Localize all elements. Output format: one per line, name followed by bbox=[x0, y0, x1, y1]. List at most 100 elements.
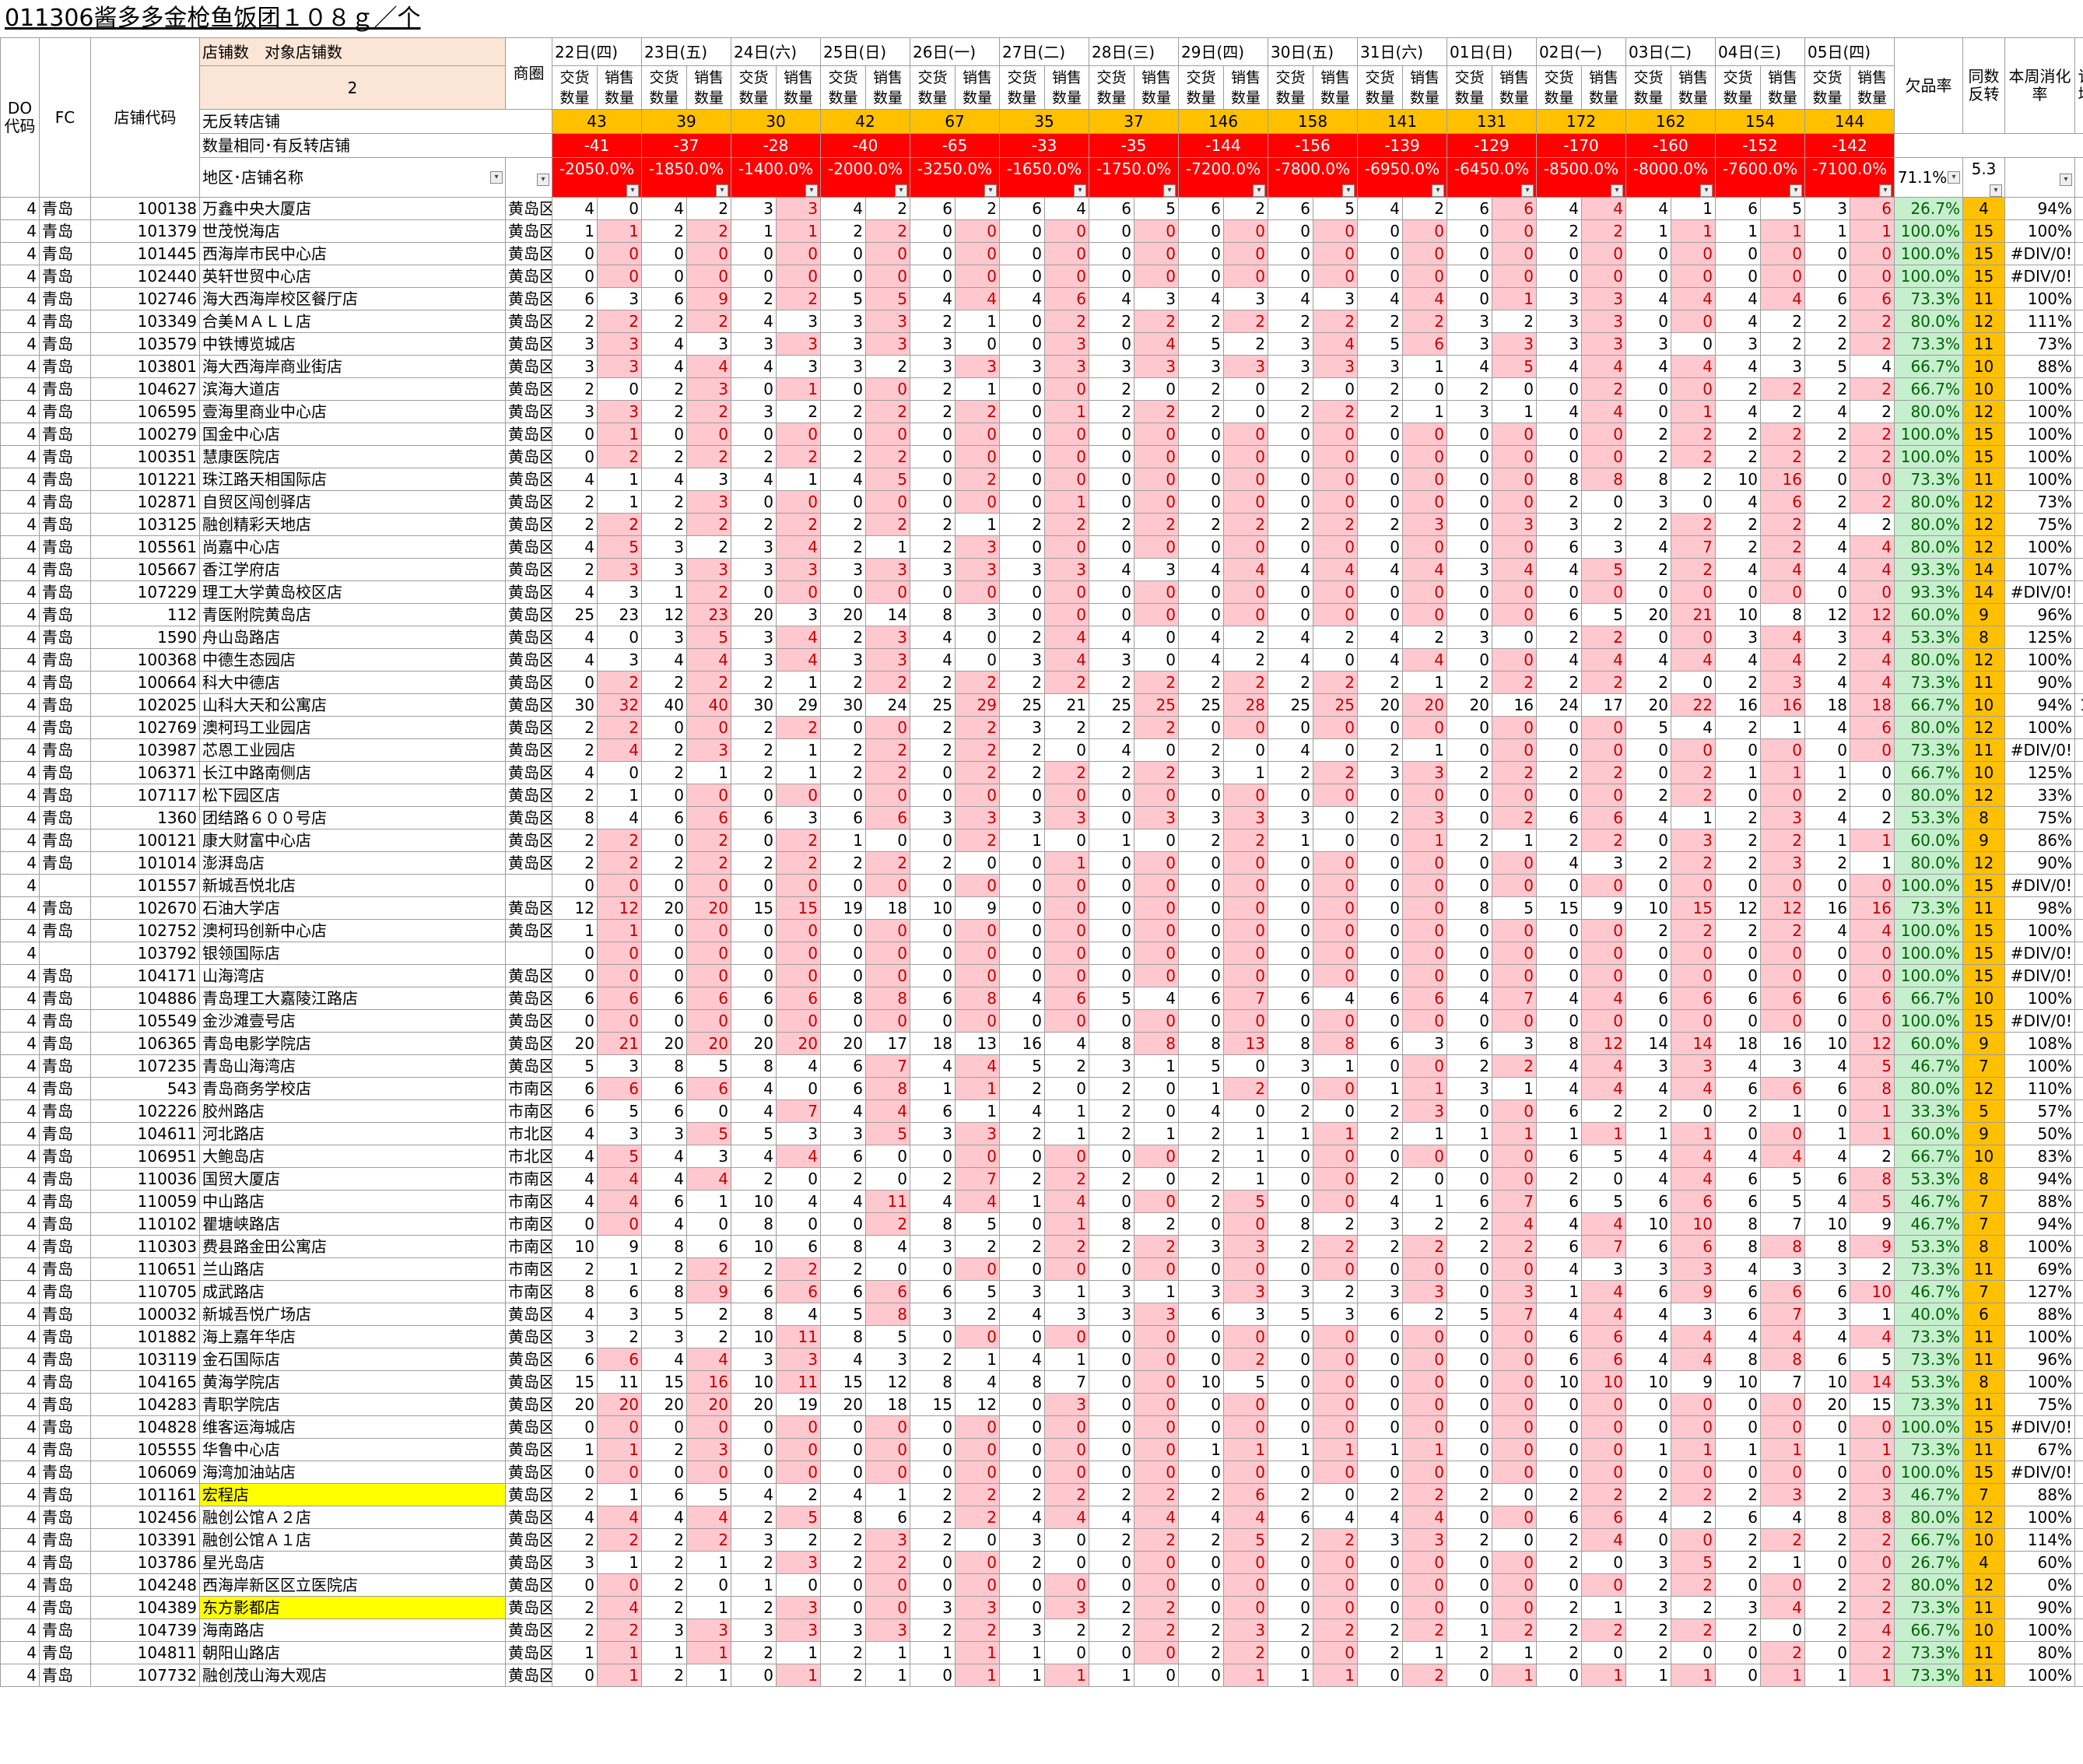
sales-qty-cell[interactable]: 0 bbox=[1134, 919, 1179, 942]
delivery-qty-cell[interactable]: 0 bbox=[1089, 1641, 1134, 1664]
shortage-rate-cell[interactable]: 46.7% bbox=[1894, 1054, 1963, 1078]
do-code-cell[interactable]: 4 bbox=[0, 197, 40, 220]
sales-qty-cell[interactable]: 2 bbox=[1223, 648, 1268, 672]
delivery-qty-cell[interactable]: 0 bbox=[1268, 1009, 1313, 1033]
sales-qty-cell[interactable]: 0 bbox=[1402, 1348, 1447, 1371]
delivery-qty-cell[interactable]: 2 bbox=[1804, 1618, 1850, 1642]
delivery-qty-cell[interactable]: 2 bbox=[999, 1167, 1045, 1191]
store-name-cell[interactable]: 中铁博览城店 bbox=[199, 332, 506, 356]
sales-qty-cell[interactable]: 0 bbox=[686, 942, 731, 965]
delivery-qty-cell[interactable]: 0 bbox=[1715, 1573, 1761, 1597]
sales-qty-cell[interactable]: 6 bbox=[597, 987, 642, 1010]
sales-qty-cell[interactable]: 0 bbox=[1760, 874, 1805, 897]
sales-qty-cell[interactable]: 0 bbox=[1134, 1551, 1179, 1574]
sales-qty-cell[interactable]: 6 bbox=[1402, 987, 1447, 1010]
delivery-qty-cell[interactable]: 0 bbox=[1178, 423, 1224, 446]
sales-qty-cell[interactable]: 0 bbox=[865, 1145, 910, 1168]
delivery-qty-cell[interactable]: 0 bbox=[1536, 919, 1582, 942]
delivery-qty-cell[interactable]: 0 bbox=[1447, 851, 1492, 875]
sales-qty-cell[interactable]: 2 bbox=[686, 580, 731, 604]
sales-qty-cell[interactable]: 0 bbox=[1581, 445, 1626, 468]
same-reverse-cell[interactable]: 10 bbox=[1962, 355, 2005, 378]
sales-qty-cell[interactable]: 0 bbox=[1134, 580, 1179, 604]
order-growth-cell[interactable] bbox=[2074, 1664, 2083, 1687]
delivery-qty-cell[interactable]: 2 bbox=[1178, 738, 1224, 762]
delivery-qty-cell[interactable]: 4 bbox=[641, 332, 687, 356]
delivery-qty-cell[interactable]: 4 bbox=[1536, 197, 1582, 220]
delivery-qty-cell[interactable]: 4 bbox=[999, 987, 1045, 1010]
sales-qty-cell[interactable]: 0 bbox=[1313, 219, 1358, 243]
delivery-qty-cell[interactable]: 1 bbox=[552, 1438, 598, 1461]
weekly-rate-cell[interactable]: 100% bbox=[2004, 445, 2075, 468]
sales-qty-cell[interactable]: 2 bbox=[1671, 851, 1716, 875]
sales-qty-cell[interactable]: 0 bbox=[865, 490, 910, 514]
same-reverse-cell[interactable]: 12 bbox=[1962, 535, 2005, 559]
store-name-cell[interactable]: 胶州路店 bbox=[199, 1099, 506, 1123]
order-growth-cell[interactable]: 20 bbox=[2074, 1506, 2083, 1529]
delivery-qty-cell[interactable]: 8 bbox=[820, 1235, 866, 1258]
sales-qty-cell[interactable]: 0 bbox=[1223, 919, 1268, 942]
delivery-qty-cell[interactable]: 0 bbox=[999, 580, 1045, 604]
delivery-qty-cell[interactable]: 12 bbox=[552, 896, 598, 920]
sales-qty-cell[interactable]: 2 bbox=[1313, 513, 1358, 536]
sales-qty-cell[interactable]: 1 bbox=[1313, 1438, 1358, 1461]
delivery-qty-cell[interactable]: 0 bbox=[552, 671, 598, 694]
sales-qty-cell[interactable]: 0 bbox=[1492, 580, 1537, 604]
delivery-qty-cell[interactable]: 2 bbox=[552, 1618, 598, 1642]
weekly-rate-cell[interactable]: 90% bbox=[2004, 1596, 2075, 1619]
sales-qty-cell[interactable]: 0 bbox=[1044, 219, 1089, 243]
delivery-qty-cell[interactable]: 18 bbox=[1715, 1032, 1761, 1055]
delivery-qty-cell[interactable]: 2 bbox=[1536, 671, 1582, 694]
do-code-cell[interactable]: 4 bbox=[0, 1054, 40, 1078]
biz-area-cell[interactable]: 黄岛区 bbox=[505, 1551, 552, 1574]
sales-qty-cell[interactable]: 0 bbox=[597, 1461, 642, 1484]
sales-qty-cell[interactable]: 0 bbox=[1850, 242, 1895, 265]
shortage-rate-cell[interactable]: 80.0% bbox=[1894, 513, 1963, 536]
delivery-qty-cell[interactable]: 2 bbox=[1625, 1618, 1671, 1642]
store-code-cell[interactable]: 104627 bbox=[90, 377, 200, 401]
sales-qty-cell[interactable]: 3 bbox=[1134, 1303, 1179, 1326]
delivery-qty-cell[interactable]: 3 bbox=[1447, 1077, 1492, 1100]
same-reverse-cell[interactable]: 15 bbox=[1962, 423, 2005, 446]
do-code-cell[interactable]: 4 bbox=[0, 1190, 40, 1213]
delivery-qty-cell[interactable]: 2 bbox=[1089, 310, 1134, 333]
weekly-rate-cell[interactable]: 88% bbox=[2004, 1190, 2075, 1213]
biz-area-cell[interactable]: 黄岛区 bbox=[505, 490, 552, 514]
sales-qty-cell[interactable]: 1 bbox=[1044, 851, 1089, 875]
delivery-qty-cell[interactable]: 2 bbox=[910, 513, 956, 536]
sales-qty-cell[interactable]: 0 bbox=[1134, 1145, 1179, 1168]
sales-qty-cell[interactable]: 4 bbox=[1581, 197, 1626, 220]
store-code-cell[interactable]: 102752 bbox=[90, 919, 200, 942]
sales-qty-cell[interactable]: 2 bbox=[955, 1506, 1000, 1529]
sales-qty-cell[interactable]: 11 bbox=[776, 1370, 821, 1394]
store-code-cell[interactable]: 104811 bbox=[90, 1641, 200, 1664]
sales-qty-cell[interactable]: 0 bbox=[1492, 784, 1537, 807]
sales-qty-cell[interactable]: 0 bbox=[1671, 1009, 1716, 1033]
delivery-qty-cell[interactable]: 4 bbox=[1625, 1325, 1671, 1348]
delivery-qty-cell[interactable]: 0 bbox=[1178, 896, 1224, 920]
sales-qty-cell[interactable]: 2 bbox=[955, 197, 1000, 220]
sales-qty-cell[interactable]: 3 bbox=[686, 1145, 731, 1168]
delivery-qty-cell[interactable]: 4 bbox=[1536, 1212, 1582, 1236]
sales-qty-cell[interactable]: 2 bbox=[1850, 332, 1895, 356]
fc-cell[interactable]: 青岛 bbox=[39, 1461, 91, 1484]
delivery-qty-cell[interactable]: 0 bbox=[1715, 784, 1761, 807]
delivery-qty-cell[interactable]: 0 bbox=[1625, 1528, 1671, 1552]
delivery-qty-cell[interactable]: 0 bbox=[1804, 1551, 1850, 1574]
sales-qty-cell[interactable]: 0 bbox=[1313, 445, 1358, 468]
order-growth-cell[interactable]: 24 bbox=[2074, 1348, 2083, 1371]
sales-qty-cell[interactable]: 2 bbox=[1223, 671, 1268, 694]
shortage-rate-cell[interactable]: 80.0% bbox=[1894, 1506, 1963, 1529]
delivery-qty-cell[interactable]: 0 bbox=[1536, 964, 1582, 987]
delivery-qty-cell[interactable]: 4 bbox=[552, 535, 598, 559]
delivery-qty-cell[interactable]: 0 bbox=[1089, 423, 1134, 446]
delivery-qty-cell[interactable]: 3 bbox=[1178, 1235, 1224, 1258]
sales-qty-cell[interactable]: 6 bbox=[776, 1280, 821, 1303]
delivery-qty-cell[interactable]: 20 bbox=[1447, 693, 1492, 717]
delivery-qty-cell[interactable]: 6 bbox=[641, 806, 687, 829]
sales-qty-cell[interactable]: 2 bbox=[597, 671, 642, 694]
delivery-qty-cell[interactable]: 1 bbox=[820, 829, 866, 852]
same-reverse-cell[interactable]: 15 bbox=[1962, 1009, 2005, 1033]
sales-qty-cell[interactable]: 0 bbox=[1044, 1573, 1089, 1597]
delivery-qty-cell[interactable]: 25 bbox=[910, 693, 956, 717]
